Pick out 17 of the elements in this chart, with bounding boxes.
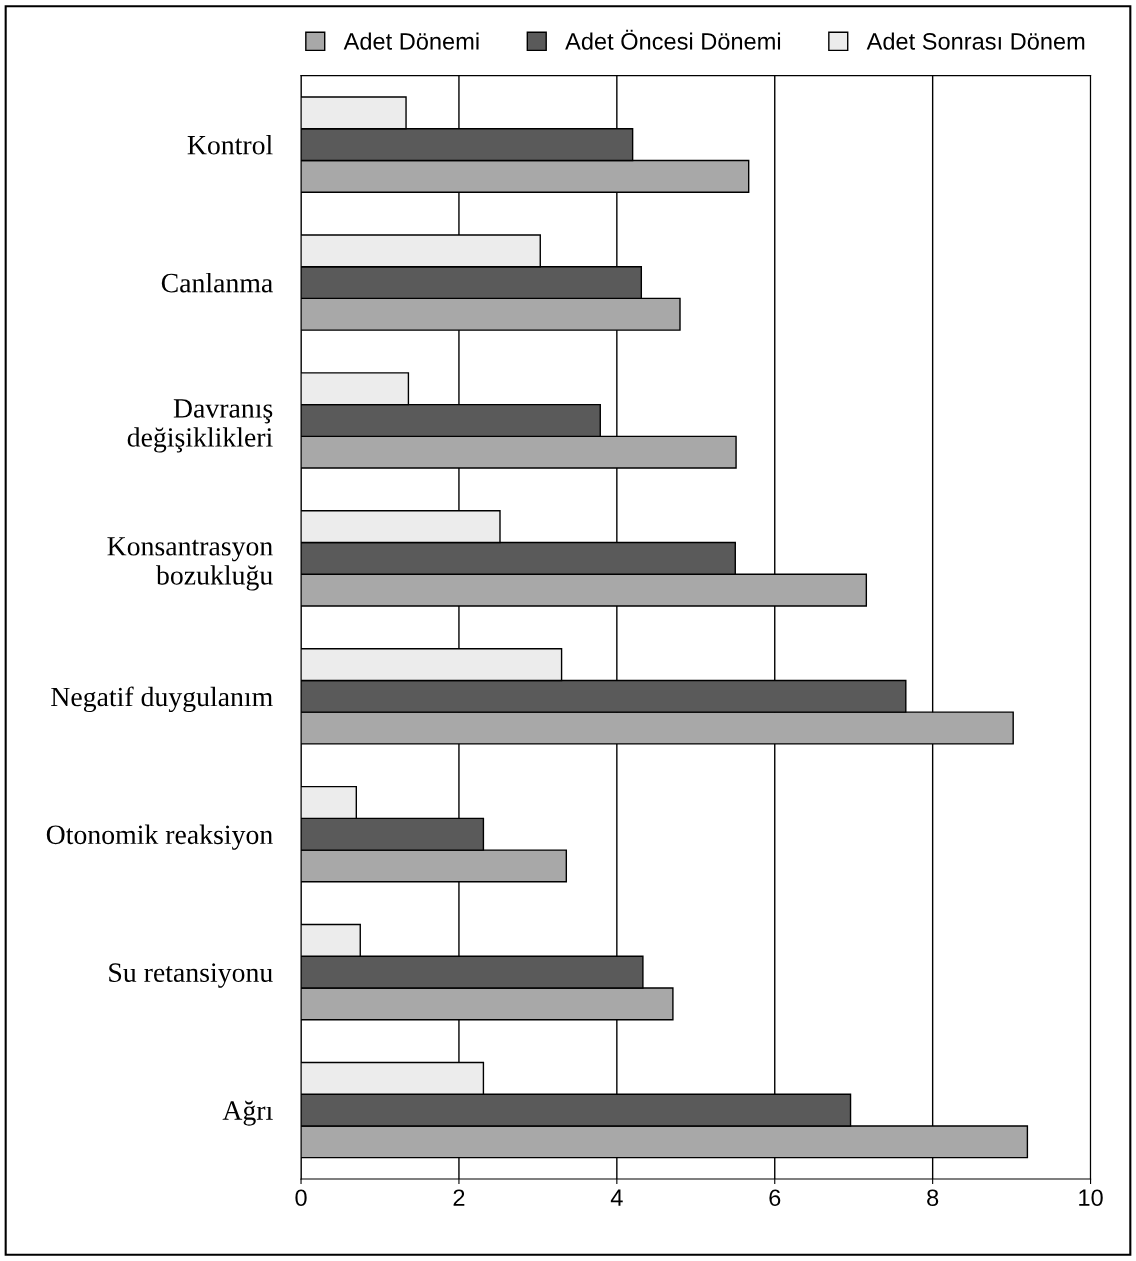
y-tick-label: Su retansiyonu <box>109 963 273 988</box>
y-tick-label: Kontrol <box>187 134 273 155</box>
x-tick-label: 6 <box>769 1189 781 1207</box>
y-tick-label: Ağrı <box>222 1100 273 1126</box>
x-tick-label: 4 <box>610 1189 623 1206</box>
x-tick-label: 8 <box>927 1189 939 1207</box>
y-tick-label: Negatif duygulanım <box>51 686 273 713</box>
y-tick-label: Otonomik reaksiyon <box>46 824 273 850</box>
legend-label: Adet Sonrası Dönem <box>866 32 1085 50</box>
x-tick-label: 0 <box>295 1189 307 1207</box>
y-tick-label: Canlanma <box>161 272 273 293</box>
legend-label: Adet Öncesi Dönemi <box>565 29 781 50</box>
x-tick-label: 2 <box>453 1189 465 1206</box>
y-tick-label: Davranış değişiklikleri <box>127 399 273 453</box>
y-tick-label: Konsantrasyon bozukluğu <box>107 537 273 591</box>
x-tick-label: 10 <box>1079 1189 1103 1207</box>
legend-label: Adet Dönemi <box>343 32 479 50</box>
